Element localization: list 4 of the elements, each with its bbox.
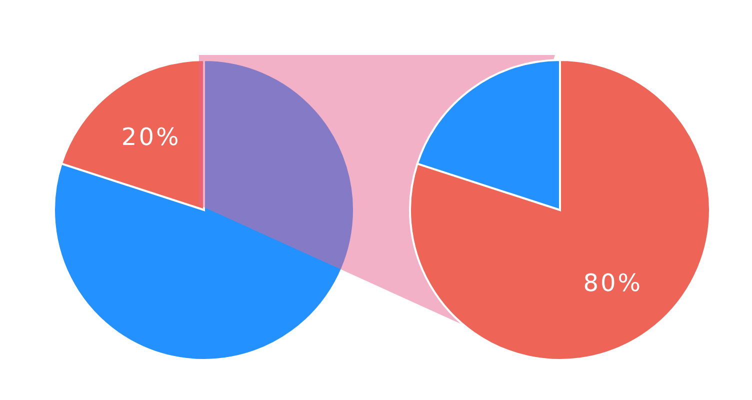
data-label: 20% bbox=[121, 123, 181, 152]
pie-slice bbox=[53, 59, 354, 360]
pie-slice bbox=[409, 59, 710, 360]
data-label: 80% bbox=[583, 268, 643, 297]
